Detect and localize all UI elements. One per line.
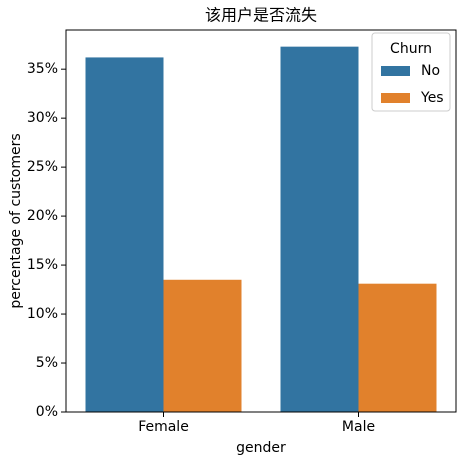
bar	[280, 46, 359, 413]
y-tick-label: 15%	[27, 257, 58, 273]
legend-label: Yes	[420, 90, 444, 106]
legend-label: No	[421, 63, 440, 79]
legend-title: Churn	[390, 41, 432, 57]
y-tick-label: 30%	[27, 110, 58, 126]
y-tick-label: 35%	[27, 61, 58, 77]
x-axis-label: gender	[236, 440, 286, 456]
y-tick-label: 0%	[36, 404, 58, 420]
bar	[358, 283, 437, 412]
axes-frame	[65, 29, 457, 413]
y-tick-label: 20%	[27, 208, 58, 224]
bar	[163, 279, 242, 412]
legend-box	[371, 32, 451, 112]
legend-swatch	[381, 66, 410, 76]
y-axis-label: percentage of customers	[8, 133, 24, 308]
bar	[85, 57, 164, 413]
legend-swatch	[381, 93, 410, 103]
x-tick-label: Male	[342, 419, 375, 435]
y-tick-label: 10%	[27, 306, 58, 322]
x-tick-label: Female	[138, 419, 189, 435]
y-tick-label: 25%	[27, 159, 58, 175]
y-tick-label: 5%	[36, 355, 58, 371]
chart-title: 该用户是否流失	[205, 6, 317, 25]
